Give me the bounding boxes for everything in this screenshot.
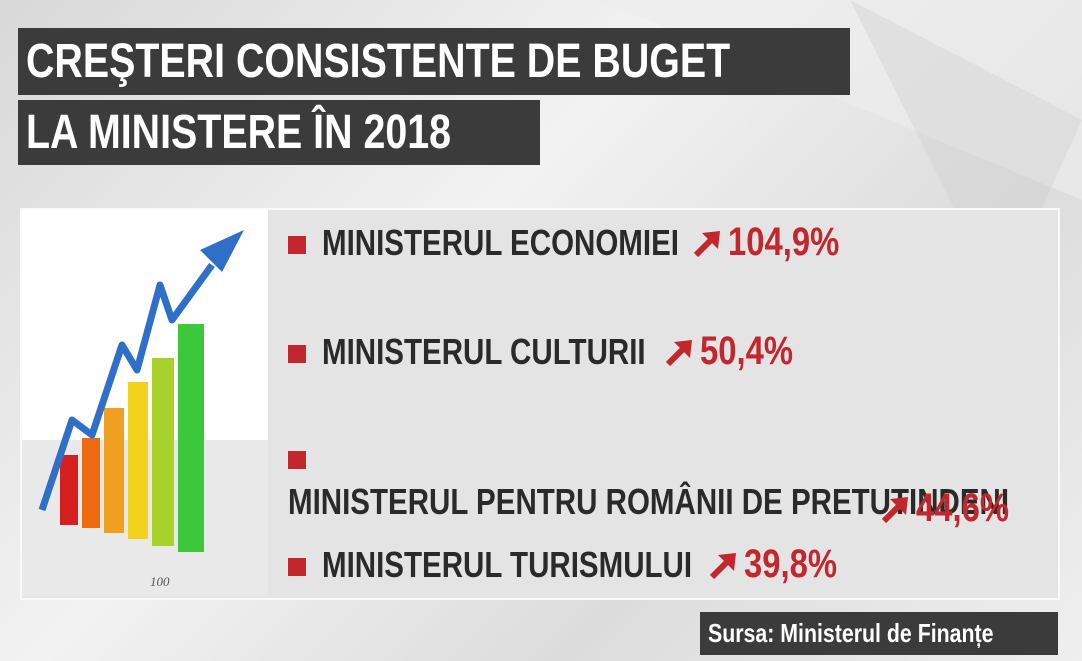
value-text: 44,6% <box>916 486 1010 530</box>
growth-illustration: 100 <box>22 210 268 596</box>
title-line: LA MINISTERE ÎN 2018 <box>18 100 540 165</box>
up-arrow <box>709 553 736 580</box>
item-name: MINISTERUL TURISMULUI <box>322 544 693 585</box>
item-value: 104,9% <box>692 219 864 265</box>
source-text: Sursa: Ministerul de Finanțe <box>708 618 994 648</box>
item-value: 50,4% <box>664 328 813 374</box>
content-panel: 100 <box>20 208 1060 600</box>
title-text: CREŞTERI CONSISTENTE DE BUGET <box>26 35 731 88</box>
item-name: MINISTERUL ECONOMIEI <box>322 222 679 263</box>
up-arrow <box>881 497 908 524</box>
item-row: MINISTERUL PENTRU ROMÂNII DE PRETUTINDEN… <box>288 436 1082 522</box>
up-arrow <box>665 340 692 367</box>
value-text: 39,8% <box>744 542 838 586</box>
up-arrow <box>693 231 720 258</box>
item-value: 44,6% <box>880 485 1029 531</box>
title-text: LA MINISTERE ÎN 2018 <box>26 106 452 159</box>
item-value: 39,8% <box>708 541 857 587</box>
item-row: MINISTERUL CULTURII <box>288 330 717 374</box>
value-text: 50,4% <box>700 329 794 373</box>
item-row: MINISTERUL TURISMULUI <box>288 543 773 587</box>
item-name: MINISTERUL CULTURII <box>322 331 646 372</box>
item-row: MINISTERUL ECONOMIEI <box>288 221 757 265</box>
value-text: 104,9% <box>728 220 840 264</box>
image-label: 100 <box>150 574 170 589</box>
title-line: CREŞTERI CONSISTENTE DE BUGET <box>18 28 850 95</box>
source-box: Sursa: Ministerul de Finanțe <box>700 612 1058 655</box>
